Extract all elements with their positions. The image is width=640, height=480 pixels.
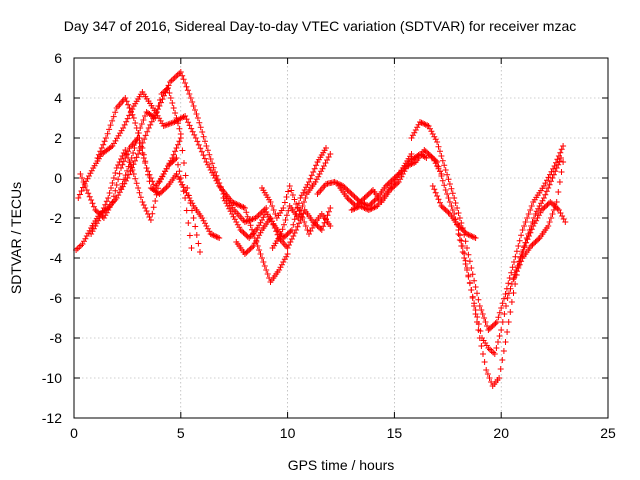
data-point-markers	[75, 89, 291, 285]
series-arc-2	[75, 89, 291, 285]
series-arc-10	[269, 151, 334, 251]
data-point-markers	[233, 205, 334, 257]
data-point-markers	[511, 159, 567, 281]
data-points	[73, 69, 569, 389]
data-point-markers	[429, 183, 479, 241]
data-point-markers	[269, 151, 334, 251]
x-axis-label: GPS time / hours	[287, 457, 395, 473]
y-tick-label: -12	[42, 410, 62, 426]
tick-labels: 0 5 10 15 20 25 -12 -10 -8 -6 -4 -2 0 2 4 6	[42, 50, 616, 441]
x-tick-label: 10	[280, 425, 296, 441]
y-tick-label: 2	[54, 130, 62, 146]
series-arc-8	[233, 205, 334, 257]
data-point-markers	[118, 85, 184, 191]
x-tick-label: 25	[600, 425, 616, 441]
y-tick-label: 4	[54, 90, 62, 106]
data-point-markers	[348, 151, 415, 213]
y-tick-label: -4	[50, 250, 63, 266]
x-tick-label: 20	[493, 425, 509, 441]
y-tick-label: -2	[50, 210, 63, 226]
y-tick-label: 6	[54, 50, 62, 66]
y-axis-label: SDTVAR / TECUs	[8, 181, 24, 295]
series-arc-4	[88, 147, 195, 251]
plot-frame	[73, 57, 609, 419]
data-point-markers	[88, 147, 195, 251]
series-arc-17	[429, 183, 479, 241]
series-arc-16	[455, 199, 569, 357]
chart-title: Day 347 of 2016, Sidereal Day-to-day VTE…	[63, 18, 577, 34]
data-point-markers	[455, 199, 569, 357]
series-arc-13	[348, 151, 415, 213]
series-arc-14	[408, 119, 567, 333]
y-tick-label: -8	[50, 330, 63, 346]
x-tick-label: 15	[387, 425, 403, 441]
y-tick-label: -6	[50, 290, 63, 306]
y-tick-label: -10	[42, 370, 62, 386]
x-tick-label: 5	[177, 425, 185, 441]
x-tick-label: 0	[70, 425, 78, 441]
data-point-markers	[408, 119, 567, 333]
series-arc-18	[511, 159, 567, 281]
series-arc-6	[118, 85, 184, 191]
y-tick-label: 0	[54, 170, 62, 186]
